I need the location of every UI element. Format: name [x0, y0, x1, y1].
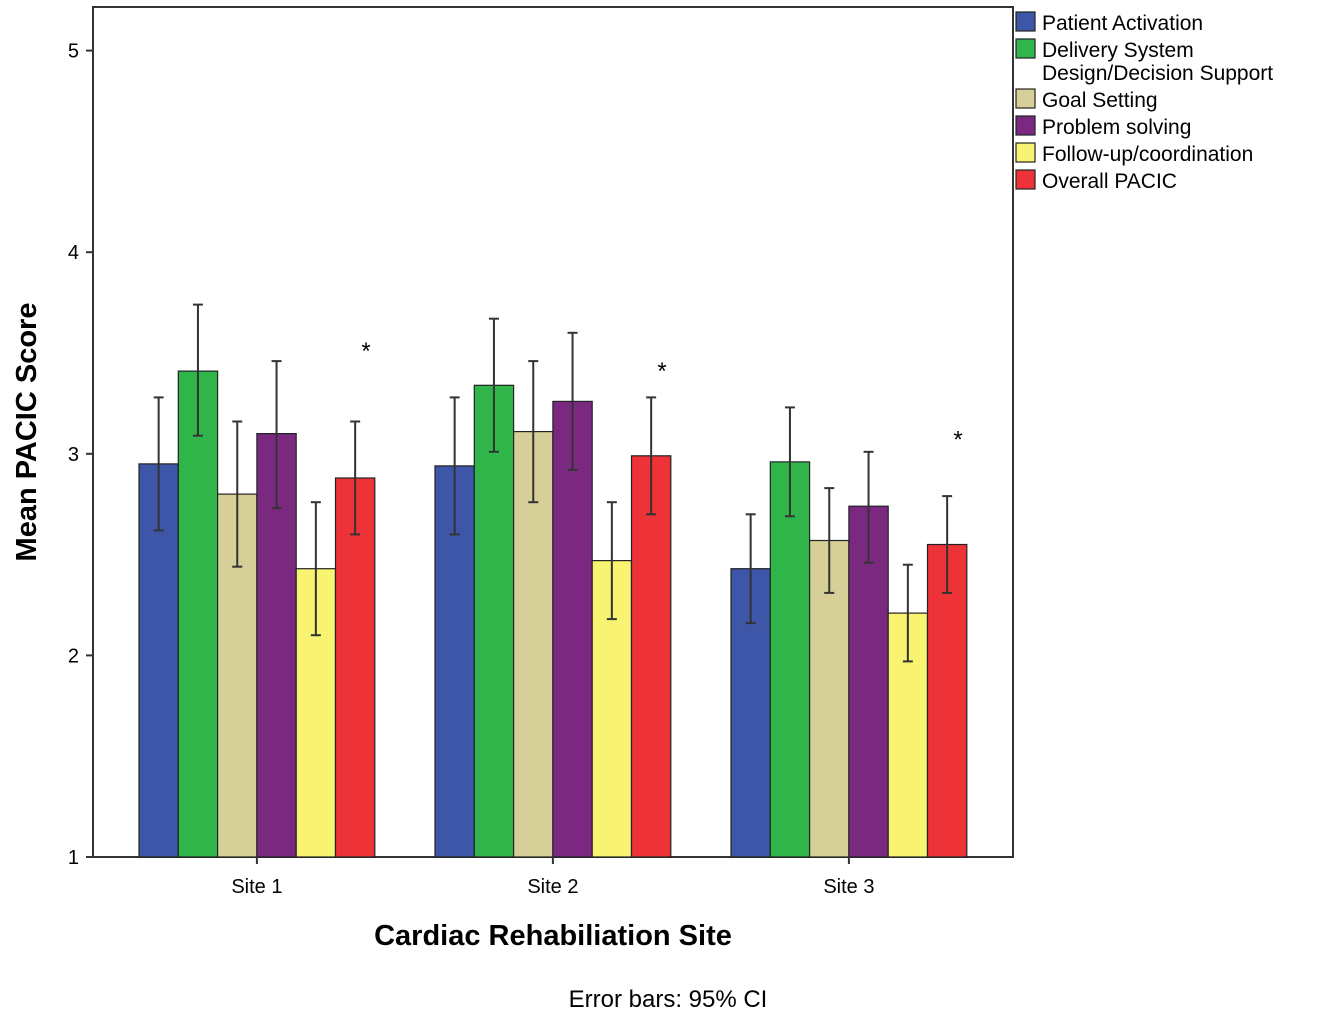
- y-axis: 1 2 3 4 5: [68, 41, 93, 869]
- legend-item-label-line: Problem solving: [1042, 116, 1191, 139]
- error-bars-group: [153, 303, 953, 663]
- y-tick-label: 5: [68, 41, 79, 63]
- annotations-group: * * *: [361, 338, 962, 454]
- legend-item-label-line: Goal Setting: [1042, 89, 1158, 112]
- bar: [769, 461, 811, 858]
- bar: [926, 543, 968, 858]
- x-axis: Site 1 Site 2 Site 3: [231, 857, 874, 898]
- legend-swatch: [1015, 115, 1036, 136]
- legend-item-label: Overall PACIC: [1042, 170, 1177, 193]
- legend: Patient Activation Delivery System Design/…: [1015, 11, 1273, 193]
- legend-swatch: [1015, 11, 1036, 32]
- legend-item-label-line: Follow-up/coordination: [1042, 143, 1253, 166]
- y-tick-label: 1: [68, 847, 79, 869]
- x-axis-title: Cardiac Rehabiliation Site: [374, 920, 732, 952]
- legend-item-label-line: Design/Decision Support: [1042, 62, 1273, 85]
- bar: [473, 384, 515, 858]
- bar: [848, 505, 889, 858]
- legend-item-label-line: Delivery System: [1042, 39, 1194, 62]
- legend-swatch: [1015, 38, 1036, 59]
- significance-marker: *: [953, 427, 962, 454]
- legend-item-label: Patient Activation: [1042, 12, 1203, 35]
- legend-item-label: Goal Setting: [1042, 89, 1158, 112]
- bar: [630, 455, 672, 858]
- y-tick-label: 3: [68, 444, 79, 466]
- legend-swatch: [1015, 169, 1036, 190]
- bar: [334, 477, 376, 858]
- bar: [177, 370, 219, 858]
- error-bars-footnote: Error bars: 95% CI: [569, 986, 768, 1013]
- bar: [256, 433, 297, 858]
- legend-item-label-line: Overall PACIC: [1042, 170, 1177, 193]
- legend-item-label: Delivery System Design/Decision Support: [1042, 39, 1273, 85]
- legend-item-label: Problem solving: [1042, 116, 1191, 139]
- y-tick-label: 2: [68, 645, 79, 667]
- significance-marker: *: [361, 338, 370, 365]
- legend-item-label: Follow-up/coordination: [1042, 143, 1253, 166]
- legend-item-label-line: Patient Activation: [1042, 12, 1203, 35]
- legend-swatch: [1015, 88, 1036, 109]
- y-axis-title: Mean PACIC Score: [11, 303, 43, 562]
- y-tick-label: 4: [68, 242, 79, 264]
- legend-swatch: [1015, 142, 1036, 163]
- x-tick-label: Site 1: [231, 876, 282, 898]
- significance-marker: *: [657, 358, 666, 385]
- x-tick-label: Site 3: [823, 876, 874, 898]
- x-tick-label: Site 2: [527, 876, 578, 898]
